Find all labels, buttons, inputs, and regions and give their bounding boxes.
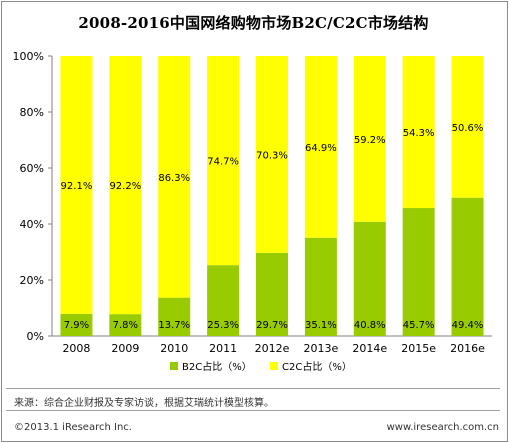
bar-c2c (158, 56, 191, 298)
y-tick-label: 100% (13, 50, 44, 63)
data-label-b2c: 49.4% (452, 320, 484, 331)
data-label-b2c: 35.1% (305, 320, 337, 331)
bar-c2c (256, 56, 288, 253)
data-label-b2c: 7.8% (113, 320, 138, 331)
x-tick-label: 2011 (209, 342, 237, 355)
bar-b2c (451, 197, 484, 336)
copyright-text: ©2013.1 iResearch Inc. (14, 422, 132, 433)
y-tick-label: 80% (20, 106, 44, 119)
bar-b2c (402, 208, 435, 336)
bar-c2c (109, 56, 142, 315)
x-tick-label: 2010 (160, 342, 188, 355)
bar-b2c (60, 313, 93, 336)
data-label-b2c: 13.7% (158, 320, 190, 331)
x-tick-label: 2016e (450, 342, 485, 355)
data-label-c2c: 70.3% (256, 150, 288, 161)
data-label-c2c: 64.9% (305, 143, 337, 154)
y-tick-label: 20% (20, 274, 44, 287)
x-tick-label: 2012e (255, 342, 290, 355)
bar-b2c (353, 221, 386, 336)
y-tick-label: 40% (20, 218, 44, 231)
legend-swatch (270, 362, 278, 370)
legend-swatch (170, 362, 178, 370)
data-label-c2c: 86.3% (158, 173, 190, 184)
data-label-c2c: 54.3% (403, 128, 435, 139)
y-tick-label: 60% (20, 162, 44, 175)
bar-b2c (158, 297, 191, 336)
y-tick-label: 0% (27, 330, 44, 343)
bar-c2c (402, 56, 435, 209)
x-tick-label: 2009 (111, 342, 139, 355)
bar-c2c (207, 56, 240, 266)
data-label-c2c: 92.2% (109, 181, 141, 192)
legend-label: C2C占比（%） (282, 360, 352, 373)
data-label-b2c: 40.8% (354, 320, 386, 331)
bottom-divider (6, 410, 500, 411)
data-label-b2c: 7.9% (64, 320, 89, 331)
bar-b2c (256, 252, 288, 336)
data-label-c2c: 50.6% (452, 123, 484, 134)
legend-label: B2C占比（%） (182, 360, 252, 373)
bar-c2c (353, 56, 386, 222)
bar-b2c (304, 237, 337, 336)
x-tick-label: 2014e (352, 342, 387, 355)
x-tick-label: 2015e (401, 342, 436, 355)
bar-b2c (207, 265, 240, 336)
footer-divider (6, 388, 500, 389)
data-label-c2c: 74.7% (207, 157, 239, 168)
data-label-c2c: 92.1% (61, 181, 93, 192)
data-label-b2c: 25.3% (207, 320, 239, 331)
chart-title: 2008-2016中国网络购物市场B2C/C2C市场结构 (78, 14, 429, 32)
data-label-b2c: 45.7% (403, 320, 435, 331)
bar-c2c (451, 56, 484, 198)
bar-c2c (60, 56, 93, 314)
source-note: 来源：综合企业财报及专家访谈，根据艾瑞统计模型核算。 (14, 398, 274, 409)
bar-b2c (109, 314, 142, 336)
data-label-c2c: 59.2% (354, 135, 386, 146)
x-tick-label: 2008 (62, 342, 90, 355)
data-label-b2c: 29.7% (256, 320, 288, 331)
x-tick-label: 2013e (304, 342, 339, 355)
website-url: www.iresearch.com.cn (386, 422, 499, 433)
bar-c2c (304, 56, 337, 238)
